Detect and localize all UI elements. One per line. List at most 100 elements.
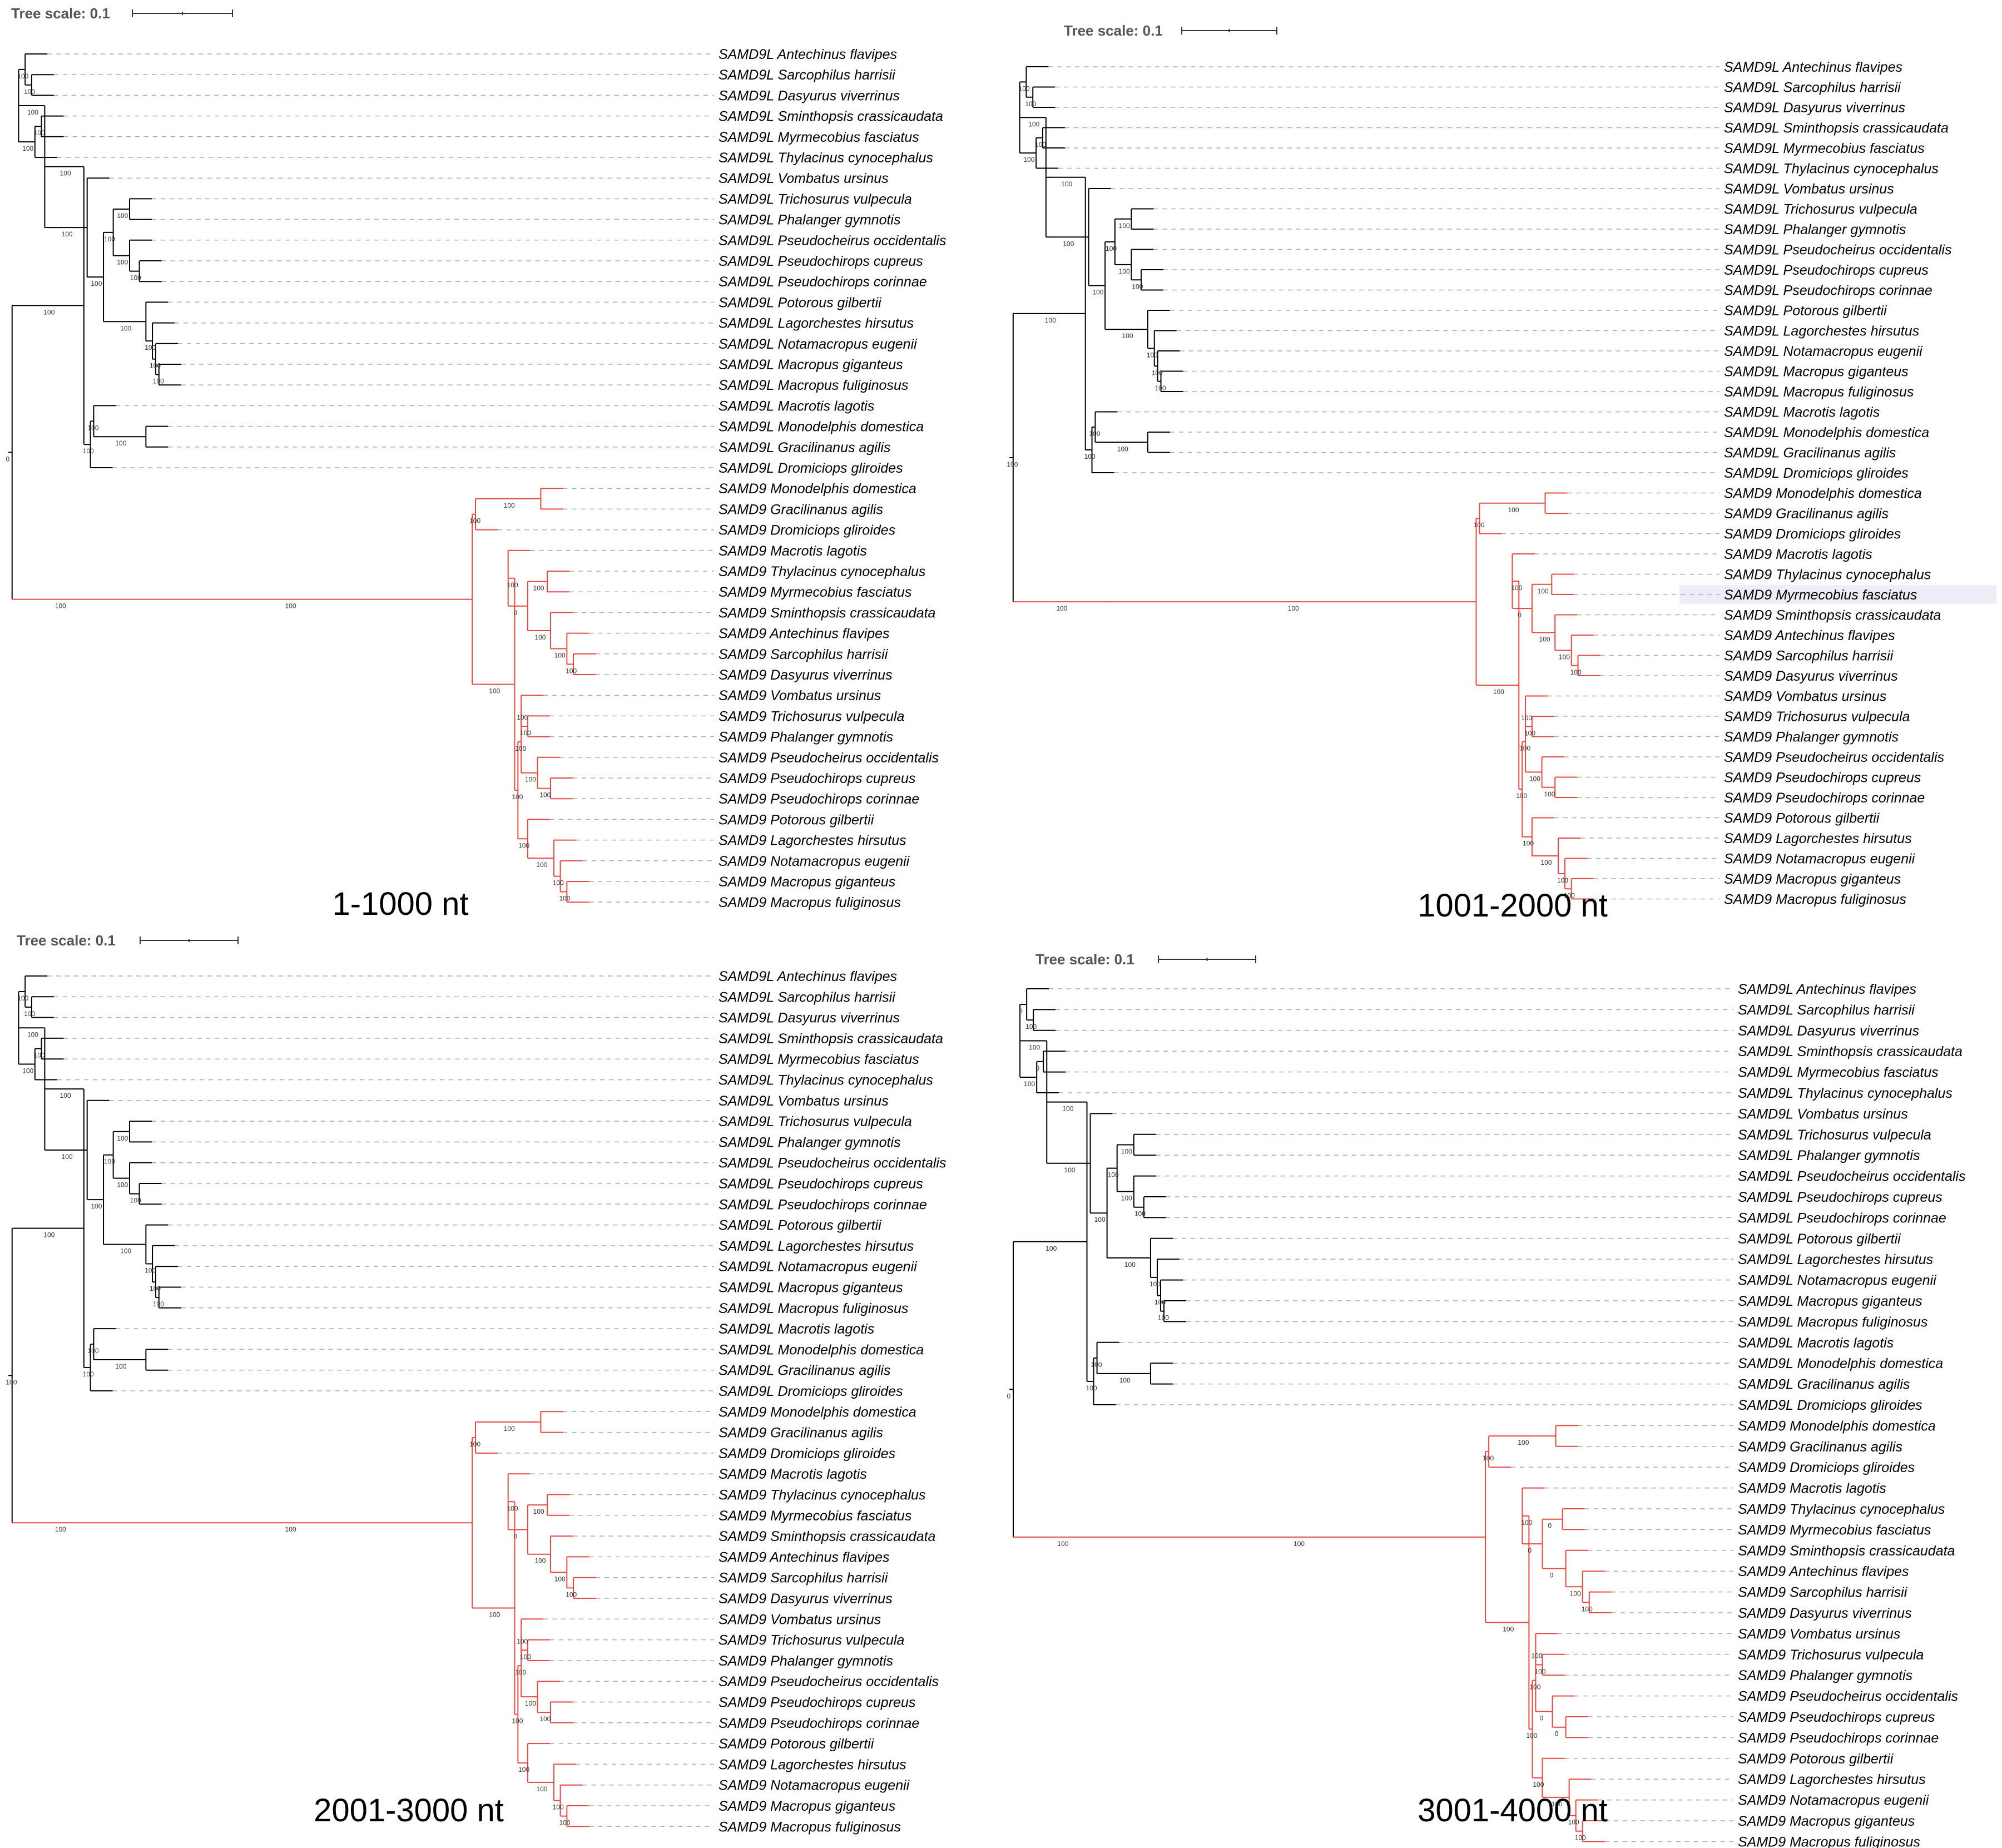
support-value: 0: [513, 609, 517, 617]
leaf-label: SAMD9L Pseudochirops cupreus: [718, 1176, 923, 1192]
panel-title: 1-1000 nt: [332, 886, 468, 922]
support-value: 100: [62, 1153, 73, 1161]
leaf-label: SAMD9L Notamacropus eugenii: [1738, 1273, 1937, 1289]
support-value: 100: [1524, 729, 1535, 737]
leaf-label: SAMD9 Potorous gilbertii: [1738, 1751, 1894, 1767]
support-value: 0: [1539, 1715, 1543, 1722]
support-value: 100: [517, 1637, 528, 1645]
leaf-label: SAMD9L Macrotis lagotis: [718, 1321, 874, 1337]
support-value: 0: [1550, 1572, 1554, 1579]
leaf-label: SAMD9L Myrmecobius fasciatus: [1724, 141, 1925, 156]
leaf-label: SAMD9L Pseudocheirus occidentalis: [718, 1156, 947, 1171]
leaf-label: SAMD9 Macropus giganteus: [718, 874, 895, 890]
support-value: 100: [1493, 688, 1504, 696]
leaf-label: SAMD9 Sminthopsis crassicaudata: [1724, 608, 1941, 623]
support-value: 100: [1117, 445, 1128, 453]
leaf-label: SAMD9 Dromiciops gliroides: [1724, 527, 1901, 542]
leaf-label: SAMD9 Macropus giganteus: [1738, 1814, 1915, 1829]
support-value: 100: [1516, 792, 1527, 800]
support-value: 100: [1035, 141, 1046, 148]
support-value: 100: [60, 1092, 71, 1099]
support-value: 100: [1508, 506, 1519, 514]
leaf-label: SAMD9 Myrmecobius fasciatus: [718, 1508, 911, 1524]
support-value: 100: [104, 235, 115, 243]
support-value: 100: [1025, 100, 1036, 108]
leaf-label: SAMD9L Macropus giganteus: [718, 1280, 903, 1296]
support-value: 100: [518, 1766, 529, 1773]
support-value: 100: [515, 1668, 526, 1676]
support-value: 100: [1057, 1540, 1068, 1548]
support-value: 100: [1154, 1299, 1166, 1306]
support-value: 100: [1045, 316, 1056, 324]
leaf-label: SAMD9L Sarcophilus harrisii: [718, 989, 896, 1005]
leaf-label: SAMD9L Dromiciops gliroides: [1724, 465, 1909, 481]
support-value: 100: [91, 280, 102, 288]
leaf-label: SAMD9 Macrotis lagotis: [1724, 547, 1872, 562]
support-value: 100: [469, 517, 480, 525]
support-value: 100: [34, 1052, 45, 1059]
leaf-label: SAMD9 Phalanger gymnotis: [718, 1653, 893, 1669]
support-value: 100: [1094, 1216, 1106, 1223]
leaf-label: SAMD9L Pseudochirops corinnae: [718, 274, 927, 290]
support-value: 100: [1045, 1245, 1057, 1252]
leaf-label: SAMD9L Pseudochirops cupreus: [718, 254, 923, 269]
leaf-label: SAMD9 Sarcophilus harrisii: [718, 647, 889, 662]
leaf-label: SAMD9 Pseudocheirus occidentalis: [718, 750, 939, 766]
support-value: 100: [1529, 1683, 1540, 1691]
support-value: 100: [1121, 1148, 1132, 1156]
support-value: 100: [1122, 332, 1133, 340]
support-value: 100: [507, 1504, 518, 1512]
leaf-label: SAMD9 Potorous gilbertii: [718, 812, 875, 828]
support-value: 100: [1121, 1195, 1132, 1202]
leaf-label: SAMD9L Potorous gilbertii: [718, 295, 882, 310]
support-value: 100: [88, 1347, 99, 1355]
support-value: 100: [1529, 775, 1540, 782]
leaf-label: SAMD9 Pseudochirops cupreus: [718, 1695, 915, 1711]
leaf-label: SAMD9 Sarcophilus harrisii: [1738, 1585, 1908, 1601]
support-value: 100: [1106, 245, 1117, 252]
leaf-label: SAMD9L Sminthopsis crassicaudata: [1724, 121, 1949, 136]
support-value: 100: [1531, 1652, 1542, 1659]
support-value: 100: [1007, 460, 1018, 468]
support-value: 100: [1091, 1361, 1102, 1369]
support-value: 100: [1158, 1314, 1169, 1322]
support-value: 0: [1555, 1730, 1559, 1738]
leaf-label: SAMD9L Gracilinanus agilis: [1738, 1377, 1910, 1393]
leaf-label: SAMD9 Myrmecobius fasciatus: [1738, 1522, 1931, 1538]
support-value: 100: [1119, 267, 1130, 275]
support-value: 100: [520, 729, 531, 737]
branches: 100 0 0 100 100 100 100 100 100 100 100 100 100 100 10…: [1007, 988, 1733, 1842]
support-value: 100: [1526, 1732, 1537, 1740]
support-value: 100: [1473, 521, 1484, 529]
leaf-label: SAMD9 Gracilinanus agilis: [718, 502, 883, 517]
leaf-label: SAMD9 Dasyurus viverrinus: [718, 1591, 893, 1607]
leaf-label: SAMD9 Monodelphis domestica: [1724, 486, 1922, 502]
support-value: 100: [1288, 605, 1299, 612]
support-value: 100: [1092, 289, 1103, 296]
leaf-label: SAMD9 Pseudochirops corinnae: [718, 1716, 919, 1731]
support-value: 100: [130, 1197, 141, 1205]
leaf-label: SAMD9 Lagorchestes hirsutus: [1738, 1772, 1926, 1787]
leaf-label: SAMD9L Monodelphis domestica: [1738, 1356, 1943, 1371]
support-value: 100: [1108, 1171, 1119, 1179]
leaf-label: SAMD9L Antechinus flavipes: [718, 47, 897, 62]
branches: 100 100 100 100 100 100 100 100 100 100 100 100 100 1…: [6, 975, 714, 1827]
support-value: 100: [1089, 430, 1100, 438]
leaf-label: SAMD9 Gracilinanus agilis: [1724, 506, 1889, 522]
leaf-label: SAMD9L Monodelphis domestica: [718, 419, 924, 435]
support-value: 0: [1528, 1547, 1532, 1554]
support-value: 100: [1028, 120, 1039, 128]
panel-title: 3001-4000 nt: [1418, 1792, 1608, 1829]
support-value: 100: [1149, 1280, 1161, 1288]
support-value: 100: [534, 1557, 546, 1565]
support-value: 100: [1523, 840, 1534, 848]
support-value: 100: [1025, 1023, 1037, 1030]
support-value: 100: [525, 776, 536, 784]
support-value: 100: [1557, 876, 1568, 884]
support-value: 100: [153, 1300, 164, 1308]
leaf-label: SAMD9 Macrotis lagotis: [1738, 1481, 1886, 1497]
leaf-label: SAMD9L Pseudochirops corinnae: [1738, 1210, 1946, 1226]
support-value: 100: [115, 1363, 126, 1370]
leaf-label: SAMD9 Trichosurus vulpecula: [718, 1633, 904, 1648]
support-value: 100: [34, 129, 45, 137]
